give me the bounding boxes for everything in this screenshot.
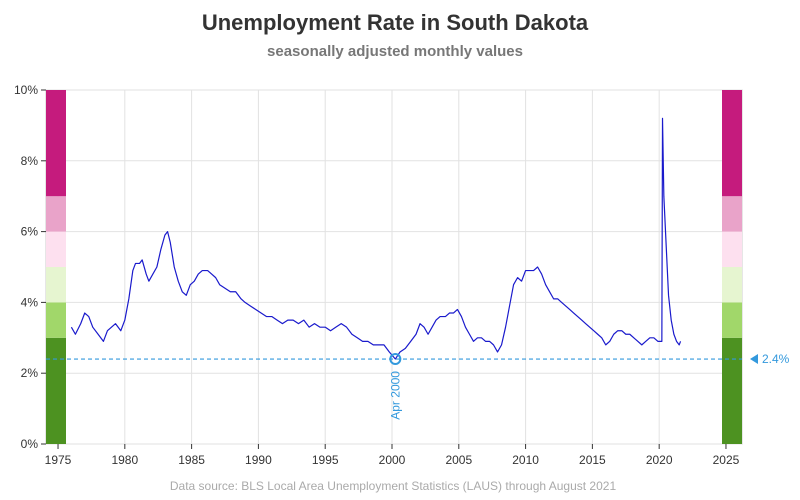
color-bands-right <box>722 90 742 444</box>
chart-title: Unemployment Rate in South Dakota <box>202 10 589 35</box>
reference-line-group: 2.4% <box>46 352 790 366</box>
color-band-left <box>46 231 66 267</box>
x-tick-label: 2025 <box>713 453 740 467</box>
color-band-right <box>722 90 742 197</box>
color-bands-left <box>46 90 66 444</box>
color-band-right <box>722 267 742 303</box>
color-band-left <box>46 267 66 303</box>
color-band-right <box>722 231 742 267</box>
x-tick-label: 2015 <box>579 453 606 467</box>
reference-label: 2.4% <box>762 352 790 366</box>
x-tick-label: 2010 <box>512 453 539 467</box>
min-point-marker <box>389 353 402 366</box>
plot-area <box>45 89 743 445</box>
x-tick-label: 1985 <box>178 453 205 467</box>
plot-background <box>45 89 743 445</box>
color-band-left <box>46 196 66 232</box>
x-tick-label: 1990 <box>245 453 272 467</box>
x-tick-label: 2000 <box>379 453 406 467</box>
x-tick-label: 2020 <box>646 453 673 467</box>
color-band-left <box>46 302 66 338</box>
chart-footer: Data source: BLS Local Area Unemployment… <box>170 479 617 493</box>
chart-subtitle: seasonally adjusted monthly values <box>267 43 523 60</box>
x-tick-label: 1975 <box>45 453 72 467</box>
reference-arrow <box>750 354 758 365</box>
series-line <box>70 117 682 360</box>
min-point-annotation: Apr 2000 <box>388 353 402 420</box>
color-band-left <box>46 90 66 197</box>
color-band-right <box>722 337 742 444</box>
x-tick-label: 1995 <box>312 453 339 467</box>
color-band-right <box>722 196 742 232</box>
y-tick-label: 6% <box>21 225 39 239</box>
x-axis-ticks: 1975 1980 1985 1990 1995 2000 2005 2010 2015 2020… <box>45 444 740 467</box>
y-tick-label: 10% <box>14 83 38 97</box>
y-tick-label: 8% <box>21 154 39 168</box>
y-tick-label: 4% <box>21 295 39 309</box>
series-group <box>70 117 682 360</box>
x-tick-label: 2005 <box>445 453 472 467</box>
color-band-left <box>46 337 66 444</box>
color-band-right <box>722 302 742 338</box>
x-tick-label: 1980 <box>111 453 138 467</box>
y-tick-label: 2% <box>21 366 39 380</box>
y-tick-label: 0% <box>21 437 39 451</box>
y-axis-ticks: 0% 2% 4% 6% 8% 10% <box>14 83 46 451</box>
min-point-label: Apr 2000 <box>388 371 402 420</box>
